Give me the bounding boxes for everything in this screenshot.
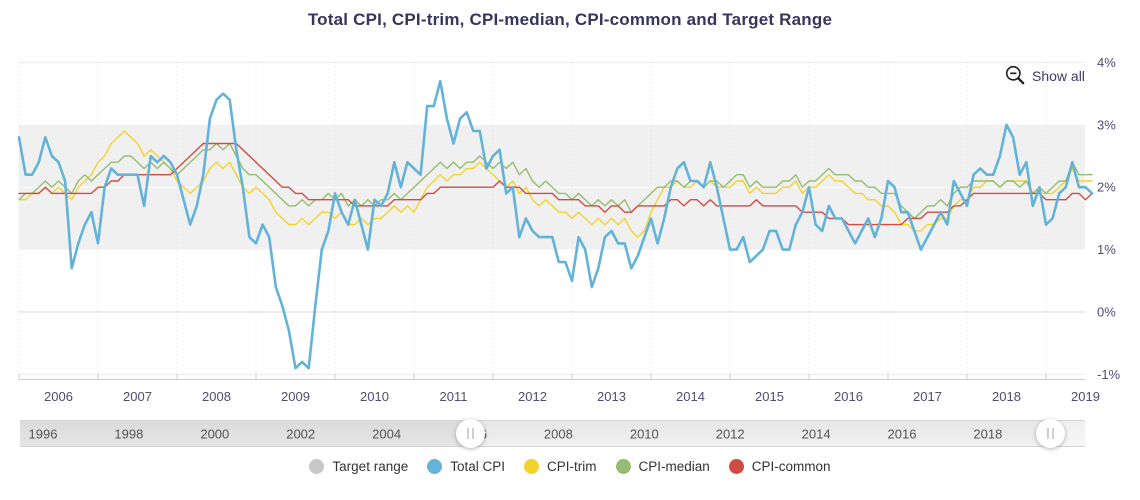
navigator-label: 2002 — [286, 426, 316, 441]
x-axis-label: 2009 — [281, 389, 310, 404]
legend-marker — [427, 459, 443, 474]
chart-title: Total CPI, CPI-trim, CPI-median, CPI-com… — [307, 10, 833, 29]
legend: Target range Total CPI CPI-trim CPI-median C… — [0, 459, 1140, 474]
show-all-button[interactable]: Show all — [1005, 65, 1085, 86]
x-axis-label: 2015 — [755, 389, 784, 404]
legend-label: CPI-median — [638, 459, 710, 474]
x-axis-label: 2018 — [992, 389, 1021, 404]
y-axis-label: 0% — [1097, 305, 1116, 320]
navigator-mask-left — [20, 421, 470, 446]
x-axis-label: 2016 — [834, 389, 863, 404]
legend-marker — [728, 459, 744, 474]
series-line-cpi-median — [18, 142, 1093, 220]
legend-item-cpi-median[interactable]: CPI-median — [615, 459, 710, 474]
navigator-label: 2004 — [372, 426, 402, 441]
x-axis-label: 2019 — [1071, 389, 1100, 404]
legend-label: CPI-common — [751, 459, 831, 474]
y-axis-label: -1% — [1097, 367, 1121, 382]
navigator-label: 1996 — [28, 426, 58, 441]
legend-marker — [524, 459, 540, 474]
legend-marker — [615, 459, 631, 474]
legend-item-target-range[interactable]: Target range — [309, 459, 408, 474]
y-axis-label: 2% — [1097, 180, 1116, 195]
x-axis-label: 2006 — [44, 389, 73, 404]
navigator-label: 1998 — [114, 426, 144, 441]
series-line-cpi-common — [18, 142, 1093, 226]
navigator-handle-right[interactable] — [1035, 419, 1065, 448]
x-axis-label: 2008 — [202, 389, 231, 404]
x-axis-label: 2014 — [676, 389, 705, 404]
navigator-label: 2018 — [973, 426, 1003, 441]
legend-label: Target range — [332, 459, 409, 474]
legend-label: Total CPI — [450, 459, 506, 474]
navigator-label: 2014 — [801, 426, 831, 441]
x-axis-label: 2017 — [913, 389, 942, 404]
x-axis-label: 2011 — [440, 389, 468, 404]
legend-item-total-cpi[interactable]: Total CPI — [427, 459, 505, 474]
legend-item-cpi-common[interactable]: CPI-common — [728, 459, 831, 474]
legend-label: CPI-trim — [547, 459, 597, 474]
range-navigator[interactable]: 1996199820002002200420062008201020122014… — [20, 419, 1085, 448]
x-axis-label: 2012 — [518, 389, 547, 404]
legend-item-cpi-trim[interactable]: CPI-trim — [524, 459, 597, 474]
plot-area[interactable]: 2006 2007 2008 2009 2010 2011 2012 2013 2014 2015… — [0, 0, 1140, 415]
y-axis-label: 1% — [1097, 242, 1116, 257]
series-line-total-cpi — [17, 79, 1094, 370]
legend-marker — [309, 459, 325, 474]
navigator-handle-left[interactable] — [455, 419, 485, 448]
x-axis-label: 2010 — [360, 389, 389, 404]
navigator-label: 2008 — [543, 426, 573, 441]
navigator-label: 2016 — [887, 426, 917, 441]
navigator-label: 2012 — [715, 426, 745, 441]
x-axis-label: 2013 — [597, 389, 626, 404]
navigator-label: 2010 — [629, 426, 659, 441]
x-axis-label: 2007 — [123, 389, 152, 404]
y-axis-label: 3% — [1097, 117, 1116, 132]
show-all-label: Show all — [1032, 67, 1085, 84]
navigator-label: 2000 — [200, 426, 230, 441]
y-axis-label: 4% — [1097, 55, 1116, 70]
zoom-out-icon — [1005, 65, 1025, 85]
